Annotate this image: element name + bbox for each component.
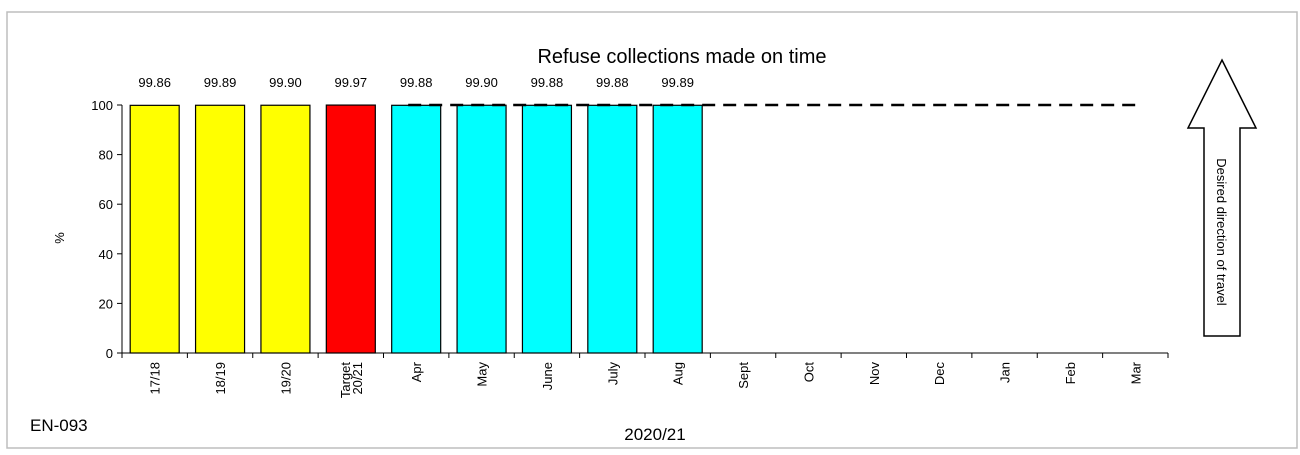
chart-title: Refuse collections made on time bbox=[537, 46, 826, 68]
bars-group bbox=[129, 103, 1138, 354]
x-tick-label: Apr bbox=[409, 361, 424, 382]
x-tick-label: Jan bbox=[998, 362, 1013, 383]
bar bbox=[456, 104, 507, 354]
labels-group: 99.86 99.89 99.90 99.97 99.88 99.90 99.88 99.88… bbox=[138, 75, 1143, 398]
direction-arrow-icon bbox=[1186, 58, 1258, 337]
bar bbox=[260, 104, 311, 354]
bar bbox=[521, 104, 573, 354]
y-axis-label: % bbox=[52, 232, 67, 244]
data-label: 99.90 bbox=[269, 75, 302, 90]
x-tick-label: 18/19 bbox=[213, 362, 228, 395]
data-label: 99.88 bbox=[531, 75, 564, 90]
x-tick-label: June bbox=[540, 362, 555, 390]
y-tick-label: 40 bbox=[99, 247, 113, 262]
x-axis-label: 2020/21 bbox=[624, 425, 685, 444]
y-tick-label: 0 bbox=[106, 346, 113, 361]
y-tick-label: 100 bbox=[91, 98, 113, 113]
y-tick-label: 80 bbox=[99, 148, 113, 163]
y-tick-label: 60 bbox=[99, 197, 113, 212]
x-tick-label: Target bbox=[338, 362, 353, 399]
x-tick-label: 17/18 bbox=[148, 362, 163, 395]
x-tick-label: July bbox=[605, 362, 620, 386]
data-label: 99.90 bbox=[465, 75, 498, 90]
chart-id: EN-093 bbox=[30, 416, 88, 435]
bar bbox=[652, 104, 703, 354]
data-label: 99.89 bbox=[661, 75, 694, 90]
bar bbox=[194, 104, 246, 354]
x-tick-label: 20/21 bbox=[350, 362, 365, 395]
x-tick-label: Nov bbox=[867, 362, 882, 386]
x-tick-label: Feb bbox=[1063, 362, 1078, 384]
y-tick-label: 20 bbox=[99, 296, 113, 311]
x-tick-label: 19/20 bbox=[278, 362, 293, 395]
data-label: 99.88 bbox=[400, 75, 433, 90]
bar bbox=[325, 104, 376, 354]
bar bbox=[129, 104, 180, 354]
x-tick-label: Aug bbox=[671, 362, 686, 385]
bar bbox=[587, 104, 638, 354]
data-label: 99.97 bbox=[335, 75, 368, 90]
x-tick-label: Oct bbox=[801, 362, 816, 383]
bar bbox=[391, 104, 442, 354]
data-label: 99.86 bbox=[138, 75, 171, 90]
data-label: 99.88 bbox=[596, 75, 629, 90]
x-tick-label: Mar bbox=[1128, 361, 1143, 384]
x-tick-label: Sept bbox=[736, 362, 751, 389]
data-label: 99.89 bbox=[204, 75, 237, 90]
x-tick-label: Dec bbox=[932, 362, 947, 386]
direction-arrow-label: Desired direction of travel bbox=[1214, 158, 1229, 306]
direction-arrow-group: Desired direction of travel bbox=[1186, 58, 1258, 337]
x-tick-label: May bbox=[475, 362, 490, 387]
